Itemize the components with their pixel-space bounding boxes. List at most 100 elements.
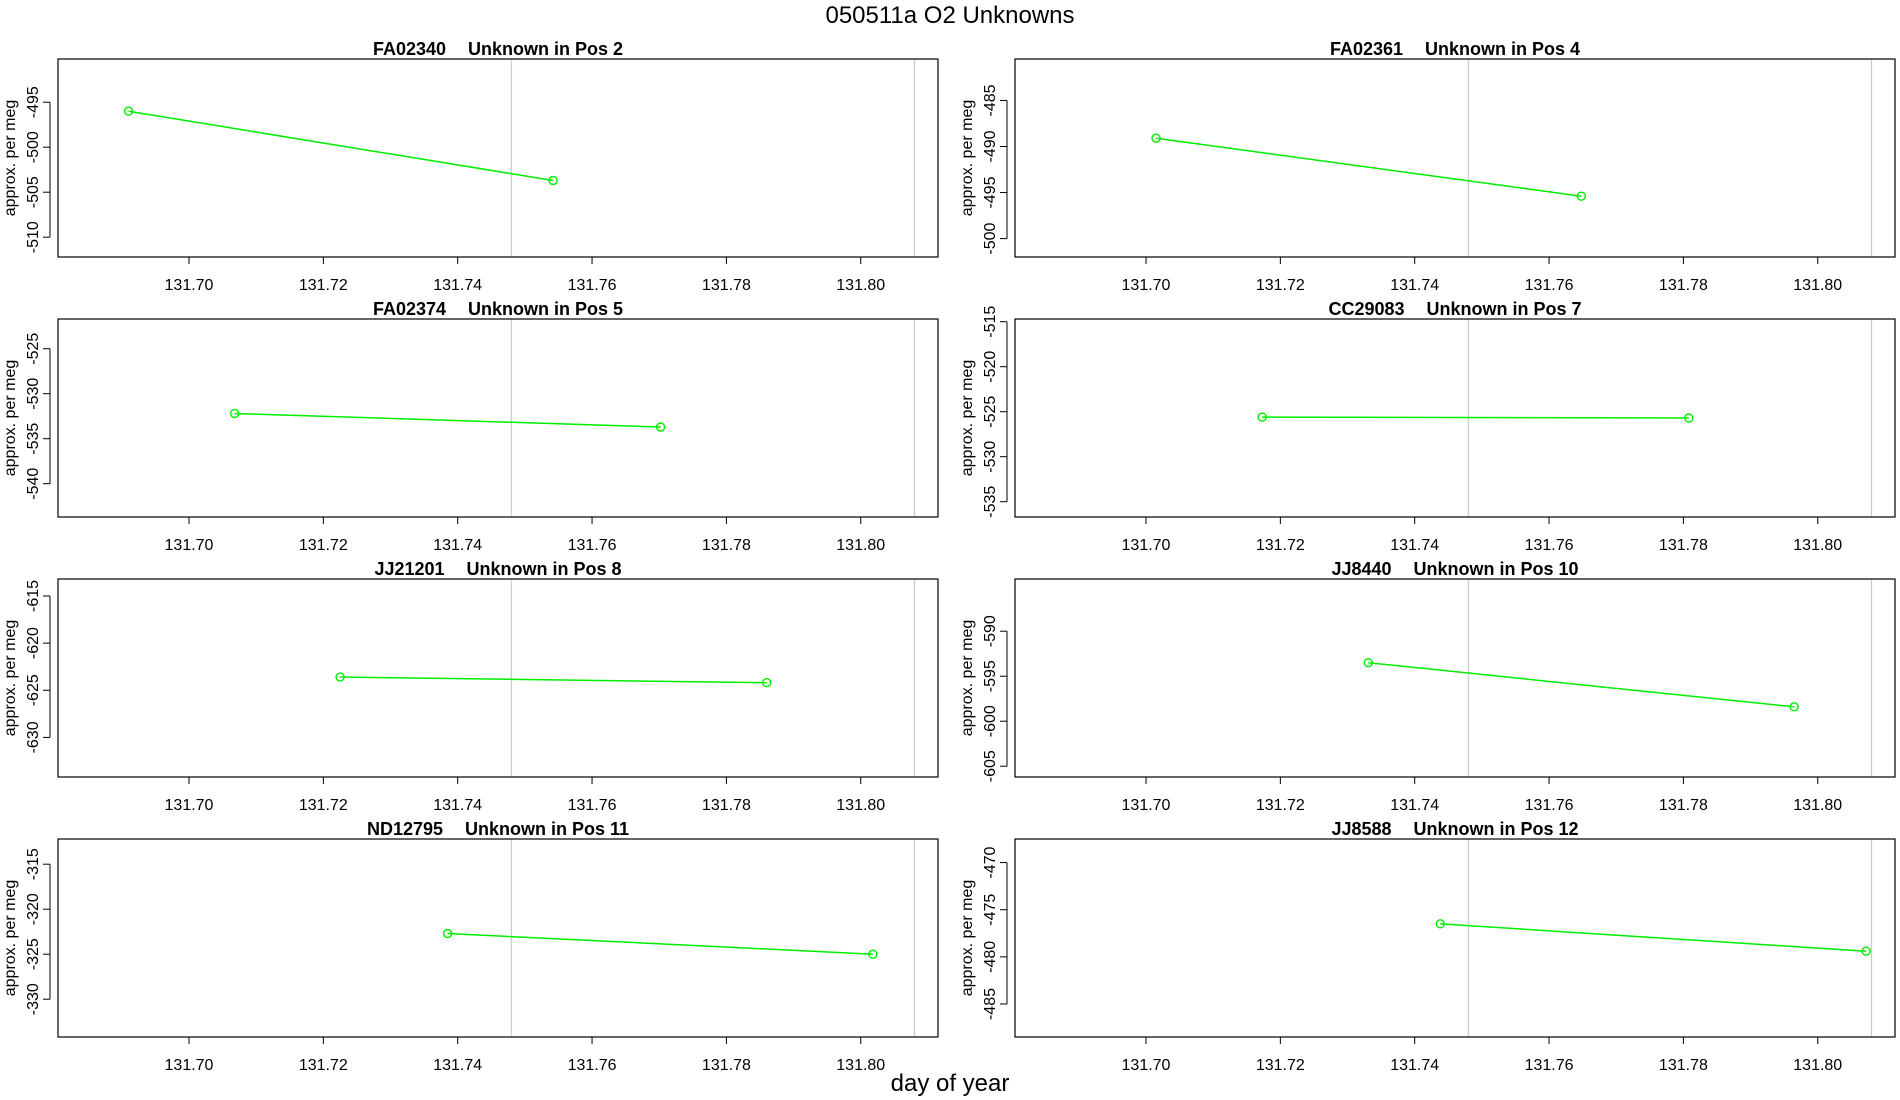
x-tick-label: 131.70 bbox=[165, 797, 214, 814]
y-tick-label: -500 bbox=[25, 131, 42, 163]
y-tick-label: -595 bbox=[982, 660, 999, 692]
x-tick-label: 131.78 bbox=[702, 277, 751, 294]
x-tick-label: 131.76 bbox=[568, 277, 617, 294]
x-tick-label: 131.74 bbox=[433, 537, 482, 554]
panel-title: FA02374 Unknown in Pos 5 bbox=[373, 299, 623, 319]
chart-panel-2: FA02361 Unknown in Pos 4 131.70 131.72 131.7… bbox=[959, 39, 1896, 294]
y-tick-label: -605 bbox=[982, 750, 999, 782]
chart-panel-8: JJ8588 Unknown in Pos 12 131.70 131.72 131.7… bbox=[959, 819, 1896, 1074]
x-tick-label: 131.70 bbox=[165, 1057, 214, 1074]
y-tick-label: -625 bbox=[25, 674, 42, 706]
panel-title-id: ND12795 bbox=[367, 819, 443, 839]
y-tick-label: -320 bbox=[25, 893, 42, 925]
panel-title-id: FA02374 bbox=[373, 299, 446, 319]
x-tick-label: 131.74 bbox=[433, 1057, 482, 1074]
x-tick-label: 131.72 bbox=[299, 1057, 348, 1074]
y-tick-label: -490 bbox=[982, 130, 999, 162]
x-tick-label: 131.74 bbox=[433, 277, 482, 294]
panel-title-id: FA02340 bbox=[373, 39, 446, 59]
panel-title-position: Unknown in Pos 8 bbox=[467, 559, 622, 579]
panel-title-id: JJ8588 bbox=[1331, 819, 1391, 839]
plot-frame bbox=[57, 838, 939, 1038]
panel-title-id: JJ8440 bbox=[1331, 559, 1391, 579]
y-tick-label: -505 bbox=[25, 176, 42, 208]
data-point bbox=[868, 949, 878, 959]
plot-frame bbox=[1014, 318, 1896, 518]
x-tick-label: 131.76 bbox=[1525, 277, 1574, 294]
y-tick-label: -520 bbox=[982, 351, 999, 383]
plot-frame bbox=[1014, 578, 1896, 778]
x-tick-label: 131.80 bbox=[1793, 1057, 1842, 1074]
panel-title: FA02361 Unknown in Pos 4 bbox=[1330, 39, 1580, 59]
y-axis-label: approx. per meg bbox=[959, 100, 976, 217]
series-line bbox=[234, 412, 661, 428]
series-line bbox=[1368, 661, 1795, 708]
x-tick-label: 131.76 bbox=[1525, 1057, 1574, 1074]
y-axis-label: approx. per meg bbox=[959, 880, 976, 997]
data-point bbox=[1363, 658, 1374, 668]
chart-panel-1: FA02340 Unknown in Pos 2 131.70 131.72 131.7… bbox=[2, 39, 939, 294]
panel-title-position: Unknown in Pos 5 bbox=[468, 299, 623, 319]
x-tick-label: 131.74 bbox=[1390, 537, 1439, 554]
data-point bbox=[1435, 919, 1445, 929]
series-line bbox=[1440, 923, 1867, 952]
y-tick-label: -330 bbox=[25, 983, 42, 1015]
y-axis-label: approx. per meg bbox=[2, 620, 19, 737]
data-point bbox=[335, 672, 345, 682]
x-tick-label: 131.70 bbox=[1122, 797, 1171, 814]
panel-title: ND12795 Unknown in Pos 11 bbox=[367, 819, 629, 839]
x-tick-label: 131.70 bbox=[165, 277, 214, 294]
panel-title-id: FA02361 bbox=[1330, 39, 1403, 59]
series-line bbox=[1155, 137, 1582, 197]
x-tick-label: 131.74 bbox=[1390, 797, 1439, 814]
x-tick-label: 131.78 bbox=[1659, 797, 1708, 814]
x-axis-label: day of year bbox=[890, 1070, 1010, 1097]
y-tick-label: -485 bbox=[982, 84, 999, 116]
data-point bbox=[229, 408, 240, 419]
x-tick-label: 131.74 bbox=[433, 797, 482, 814]
panel-title: JJ8440 Unknown in Pos 10 bbox=[1331, 559, 1578, 579]
chart-panel-5: JJ21201 Unknown in Pos 8 131.70 131.72 131.7… bbox=[2, 559, 939, 814]
x-tick-label: 131.80 bbox=[1793, 537, 1842, 554]
x-tick-label: 131.76 bbox=[568, 1057, 617, 1074]
y-tick-label: -485 bbox=[982, 988, 999, 1020]
x-tick-label: 131.80 bbox=[836, 1057, 885, 1074]
chart-panel-3: FA02374 Unknown in Pos 5 131.70 131.72 131.7… bbox=[2, 299, 939, 554]
data-point bbox=[1789, 702, 1799, 712]
y-tick-label: -620 bbox=[25, 627, 42, 659]
x-tick-label: 131.80 bbox=[1793, 797, 1842, 814]
x-tick-label: 131.80 bbox=[836, 537, 885, 554]
plot-frame bbox=[1014, 58, 1896, 258]
y-tick-label: -325 bbox=[25, 938, 42, 970]
y-tick-label: -530 bbox=[25, 378, 42, 410]
panel-title: JJ8588 Unknown in Pos 12 bbox=[1331, 819, 1578, 839]
chart-panel-7: ND12795 Unknown in Pos 11 131.70 131.72 131.… bbox=[2, 819, 939, 1074]
x-tick-label: 131.72 bbox=[1256, 797, 1305, 814]
y-axis-label: approx. per meg bbox=[959, 360, 976, 477]
x-tick-label: 131.72 bbox=[1256, 1057, 1305, 1074]
x-tick-label: 131.72 bbox=[1256, 277, 1305, 294]
data-point bbox=[1257, 412, 1267, 422]
x-tick-label: 131.72 bbox=[299, 277, 348, 294]
panel-title: JJ21201 Unknown in Pos 8 bbox=[374, 559, 621, 579]
panel-title-position: Unknown in Pos 11 bbox=[465, 819, 629, 839]
y-tick-label: -540 bbox=[25, 468, 42, 500]
y-tick-label: -535 bbox=[25, 423, 42, 455]
y-tick-label: -495 bbox=[25, 86, 42, 118]
panel-title-position: Unknown in Pos 2 bbox=[468, 39, 623, 59]
panel-title-position: Unknown in Pos 12 bbox=[1414, 819, 1579, 839]
y-tick-label: -480 bbox=[982, 941, 999, 973]
x-tick-label: 131.76 bbox=[568, 797, 617, 814]
chart-panel-6: JJ8440 Unknown in Pos 10 131.70 131.72 131.7… bbox=[959, 559, 1896, 814]
panel-title-position: Unknown in Pos 4 bbox=[1425, 39, 1580, 59]
panel-title-id: CC29083 bbox=[1328, 299, 1404, 319]
x-tick-label: 131.72 bbox=[1256, 537, 1305, 554]
data-point bbox=[655, 422, 666, 432]
x-tick-label: 131.70 bbox=[1122, 277, 1171, 294]
x-tick-label: 131.76 bbox=[1525, 537, 1574, 554]
x-tick-label: 131.78 bbox=[1659, 277, 1708, 294]
y-axis-label: approx. per meg bbox=[2, 100, 19, 217]
chart-panel-4: CC29083 Unknown in Pos 7 131.70 131.72 131.7… bbox=[959, 299, 1896, 554]
plot-frame bbox=[57, 318, 939, 518]
x-tick-label: 131.78 bbox=[1659, 1057, 1708, 1074]
